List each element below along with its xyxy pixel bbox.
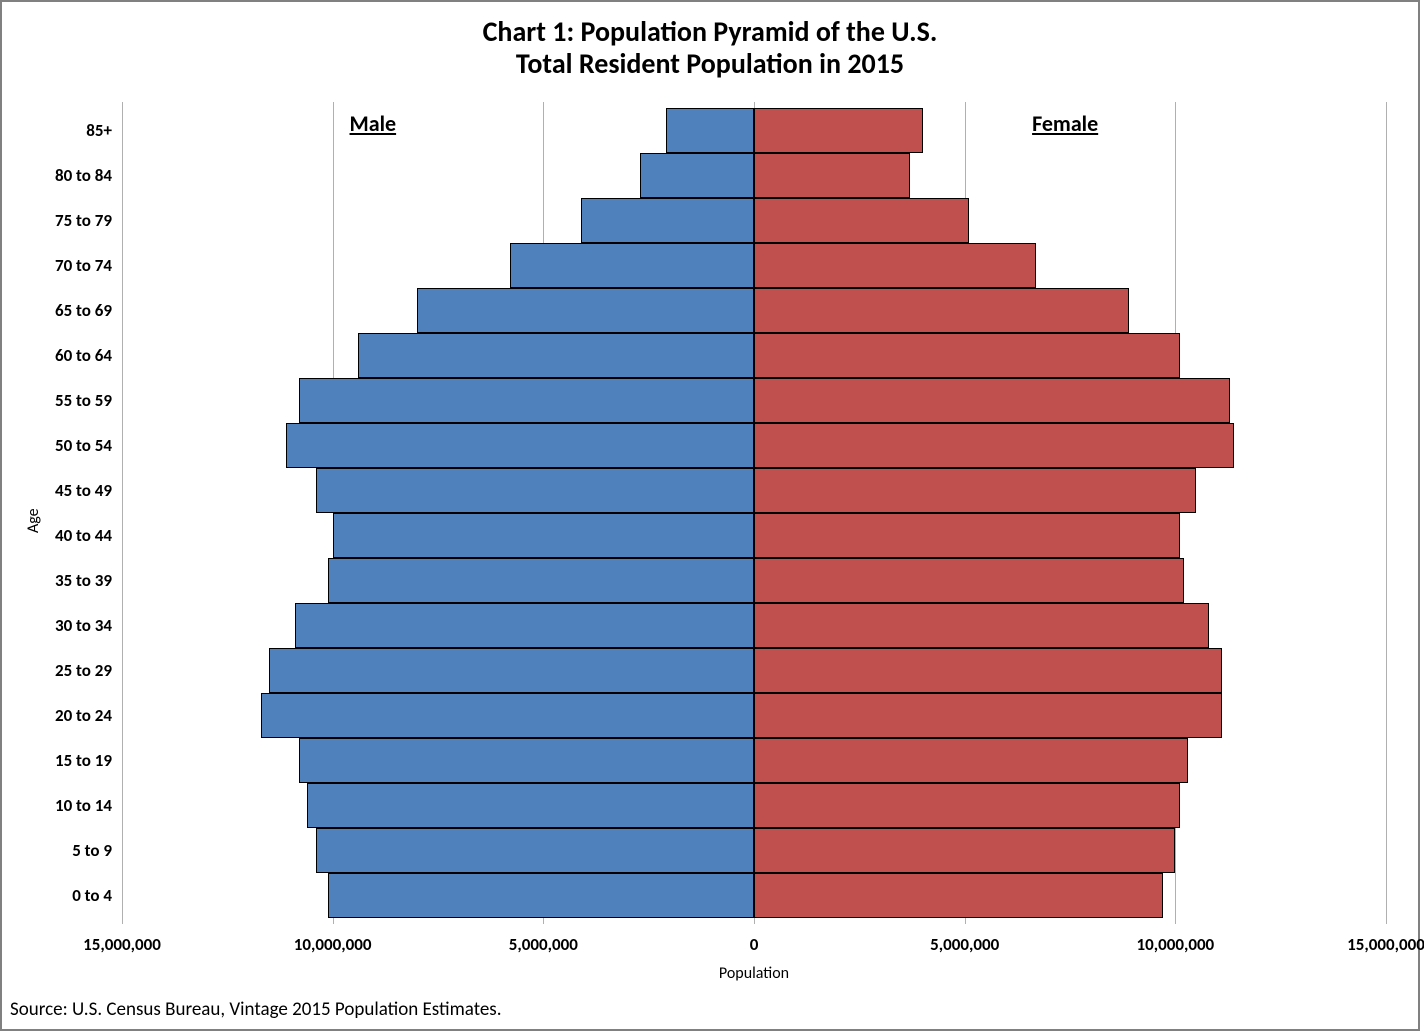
y-tick-label: 65 to 69: [12, 300, 112, 321]
chart-title: Chart 1: Population Pyramid of the U.S. …: [2, 16, 1418, 80]
source-note: Source: U.S. Census Bureau, Vintage 2015…: [10, 998, 502, 1021]
y-tick-label: 60 to 64: [12, 345, 112, 366]
female-bar: [754, 738, 1188, 783]
age-row: [122, 738, 1386, 783]
female-bar: [754, 243, 1036, 288]
age-row: [122, 603, 1386, 648]
female-bar: [754, 783, 1180, 828]
age-row: [122, 423, 1386, 468]
male-bar: [666, 108, 754, 153]
female-bar: [754, 378, 1230, 423]
age-row: [122, 783, 1386, 828]
male-bar: [417, 288, 754, 333]
male-bar: [316, 468, 754, 513]
x-tick-label: 15,000,000: [83, 934, 161, 955]
y-tick-label: 50 to 54: [12, 435, 112, 456]
x-tick-label: 10,000,000: [1136, 934, 1214, 955]
y-tick-label: 85+: [12, 120, 112, 141]
male-bar: [299, 738, 754, 783]
y-tick-label: 40 to 44: [12, 525, 112, 546]
female-bar: [754, 468, 1196, 513]
y-tick-label: 20 to 24: [12, 705, 112, 726]
y-tick-label: 5 to 9: [12, 840, 112, 861]
age-row: [122, 378, 1386, 423]
y-tick-label: 35 to 39: [12, 570, 112, 591]
gridline: [1386, 102, 1387, 924]
age-row: [122, 828, 1386, 873]
x-tick-label: 0: [750, 934, 759, 955]
age-row: [122, 288, 1386, 333]
female-bar: [754, 603, 1209, 648]
male-bar: [269, 648, 754, 693]
x-axis-title: Population: [122, 964, 1386, 983]
female-bar: [754, 873, 1163, 918]
male-bar: [307, 783, 754, 828]
y-tick-label: 80 to 84: [12, 165, 112, 186]
chart-title-line2: Total Resident Population in 2015: [2, 48, 1418, 80]
male-bar: [581, 198, 754, 243]
male-bar: [299, 378, 754, 423]
age-row: [122, 513, 1386, 558]
female-bar: [754, 648, 1222, 693]
male-bar: [333, 513, 754, 558]
age-row: [122, 648, 1386, 693]
male-bar: [358, 333, 754, 378]
age-row: [122, 153, 1386, 198]
x-tick-label: 5,000,000: [509, 934, 578, 955]
chart-title-line1: Chart 1: Population Pyramid of the U.S.: [2, 16, 1418, 48]
y-tick-label: 0 to 4: [12, 885, 112, 906]
y-tick-label: 55 to 59: [12, 390, 112, 411]
female-bar: [754, 198, 969, 243]
male-bar: [316, 828, 754, 873]
x-tick-label: 15,000,000: [1347, 934, 1424, 955]
age-row: [122, 558, 1386, 603]
age-row: [122, 108, 1386, 153]
female-bar: [754, 153, 910, 198]
y-tick-label: 30 to 34: [12, 615, 112, 636]
y-tick-label: 75 to 79: [12, 210, 112, 231]
chart-frame: Chart 1: Population Pyramid of the U.S. …: [0, 0, 1420, 1031]
plot-area: Male Female: [122, 102, 1386, 924]
male-bar: [510, 243, 754, 288]
female-bar: [754, 423, 1234, 468]
male-bar: [328, 873, 754, 918]
male-bar: [286, 423, 754, 468]
age-row: [122, 198, 1386, 243]
female-bar: [754, 288, 1129, 333]
y-tick-label: 25 to 29: [12, 660, 112, 681]
female-bar: [754, 558, 1184, 603]
female-bar: [754, 513, 1180, 558]
x-tick-label: 10,000,000: [294, 934, 372, 955]
age-row: [122, 693, 1386, 738]
age-row: [122, 243, 1386, 288]
female-bar: [754, 108, 923, 153]
x-tick-label: 5,000,000: [930, 934, 999, 955]
y-tick-label: 10 to 14: [12, 795, 112, 816]
y-tick-label: 70 to 74: [12, 255, 112, 276]
y-tick-label: 45 to 49: [12, 480, 112, 501]
female-bar: [754, 828, 1175, 873]
female-bar: [754, 693, 1222, 738]
age-row: [122, 873, 1386, 918]
female-bar: [754, 333, 1180, 378]
male-bar: [261, 693, 754, 738]
age-row: [122, 333, 1386, 378]
age-row: [122, 468, 1386, 513]
y-tick-label: 15 to 19: [12, 750, 112, 771]
male-bar: [295, 603, 754, 648]
male-bar: [640, 153, 754, 198]
male-bar: [328, 558, 754, 603]
